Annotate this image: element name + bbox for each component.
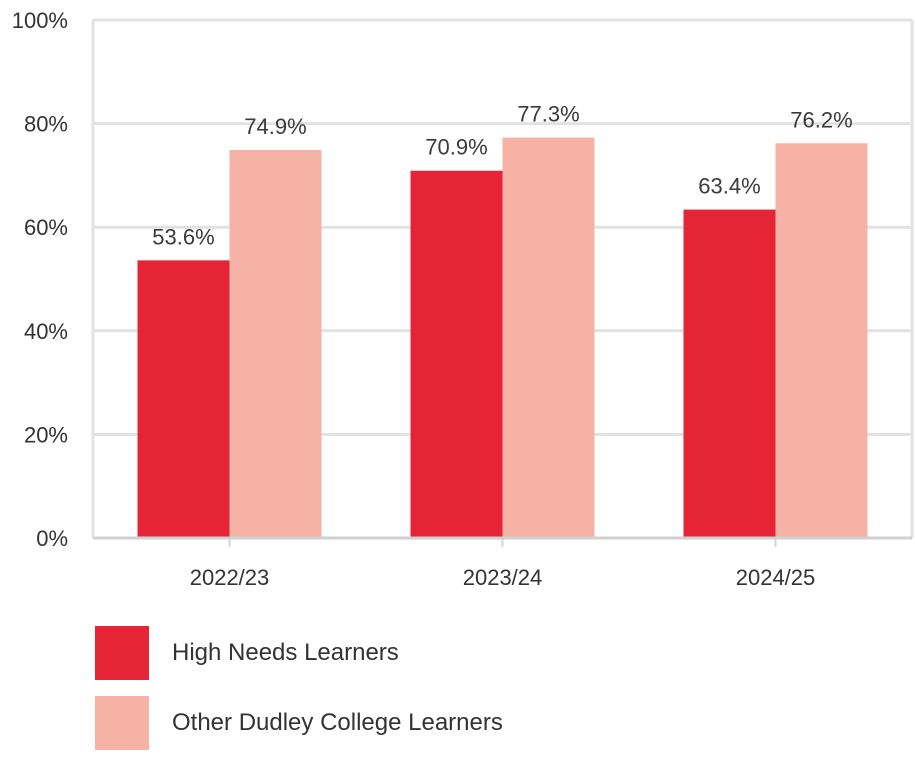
legend-swatch-high-needs xyxy=(95,626,149,680)
data-label: 74.9% xyxy=(244,114,306,139)
legend-item-other-learners: Other Dudley College Learners xyxy=(95,696,503,750)
bar-chart: 0% 20% 40% 60% 80% 100% 53.6% 74.9% 70.9% 77.3% 6… xyxy=(12,8,914,590)
data-label: 76.2% xyxy=(790,107,852,132)
data-label: 77.3% xyxy=(517,102,579,127)
bar xyxy=(502,137,595,538)
bar xyxy=(229,150,322,538)
legend-label-other-learners: Other Dudley College Learners xyxy=(172,709,503,736)
legend-item-high-needs: High Needs Learners xyxy=(95,626,503,680)
y-tick-label: 60% xyxy=(24,215,68,240)
x-tick-label: 2023/24 xyxy=(463,565,543,590)
legend-swatch-other-learners xyxy=(95,696,149,750)
data-labels: 53.6% 74.9% 70.9% 77.3% 63.4% 76.2% xyxy=(152,102,852,250)
y-tick-label: 40% xyxy=(24,319,68,344)
data-label: 63.4% xyxy=(698,174,760,199)
y-tick-label: 80% xyxy=(24,112,68,137)
data-label: 53.6% xyxy=(152,224,214,249)
legend: High Needs Learners Other Dudley College… xyxy=(95,626,503,766)
bars xyxy=(137,137,868,538)
y-tick-label: 0% xyxy=(36,526,68,551)
y-tick-label: 100% xyxy=(12,8,68,33)
legend-label-high-needs: High Needs Learners xyxy=(172,639,399,666)
bar xyxy=(683,209,776,538)
x-axis-ticks: 2022/23 2023/24 2024/25 xyxy=(93,536,912,590)
bar xyxy=(775,143,868,538)
bar xyxy=(410,170,503,538)
data-label: 70.9% xyxy=(425,135,487,160)
y-tick-label: 20% xyxy=(24,422,68,447)
y-axis-ticks: 0% 20% 40% 60% 80% 100% xyxy=(12,8,68,551)
bar xyxy=(137,260,230,538)
x-tick-label: 2022/23 xyxy=(190,565,270,590)
x-tick-label: 2024/25 xyxy=(736,565,816,590)
